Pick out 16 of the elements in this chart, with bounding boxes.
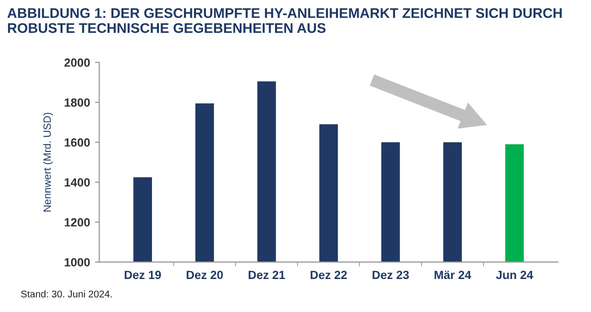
y-axis-title: Nennwert (Mrd. USD) xyxy=(43,112,53,212)
chart-title: ABBILDUNG 1: DER GESCHRUMPFTE HY-ANLEIHEMARKT ZEICHNET SICH DURCH ROBUSTE TECHNISCHE GEGEBENHEITEN AUS xyxy=(7,8,562,33)
x-tick-label: Dez 20 xyxy=(186,270,223,280)
x-tick-label: Dez 23 xyxy=(372,270,409,280)
x-tick-label: Dez 22 xyxy=(310,270,347,280)
x-tick-label: Dez 21 xyxy=(248,270,285,280)
x-tick-label: Dez 19 xyxy=(124,270,161,280)
text: Stand: 30. Juni 2024. xyxy=(21,290,112,298)
x-tick-label: Jun 24 xyxy=(496,270,534,280)
y-tick-label: 1400 xyxy=(64,178,90,187)
y-tick-label: 1800 xyxy=(64,98,90,107)
x-tick-label: Mär 24 xyxy=(434,270,472,280)
y-tick-label: 1600 xyxy=(64,138,90,147)
y-tick-label: 1000 xyxy=(64,258,90,266)
y-tick-label: 1200 xyxy=(64,218,90,227)
y-tick-label: 2000 xyxy=(64,58,90,67)
